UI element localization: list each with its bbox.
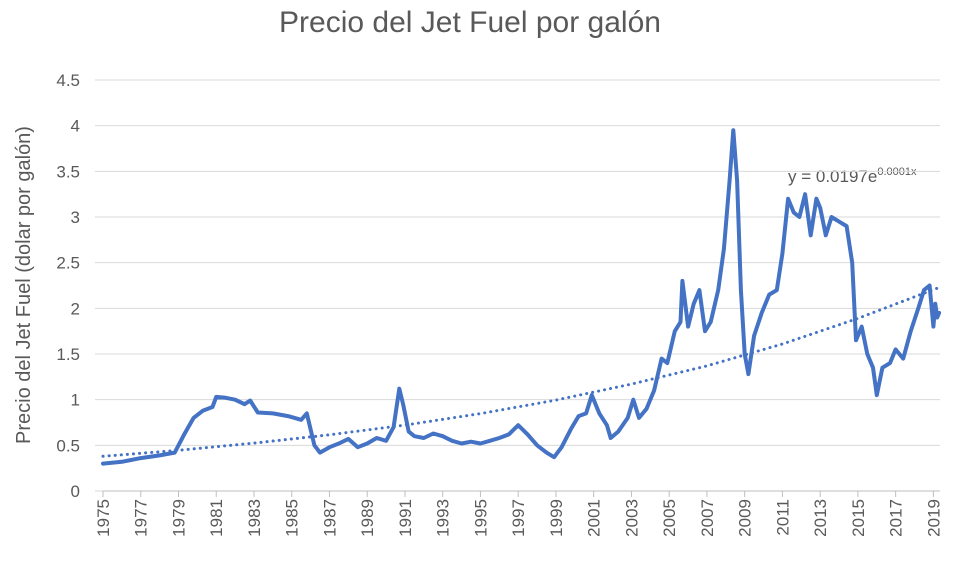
y-tick-label: 4 xyxy=(71,117,80,136)
x-tick-label: 2011 xyxy=(773,499,792,536)
x-tick-label: 1997 xyxy=(509,499,528,537)
trendline-equation: y = 0.0197e0.0001x xyxy=(788,166,917,186)
x-tick-label: 1995 xyxy=(471,499,490,537)
x-tick-label: 2019 xyxy=(924,499,943,537)
data-line xyxy=(101,128,942,466)
y-tick-label: 1.5 xyxy=(56,345,80,364)
x-tick-label: 2003 xyxy=(622,499,641,537)
x-tick-label: 1985 xyxy=(283,499,302,537)
x-tick-label: 1975 xyxy=(94,499,113,537)
y-tick-label: 1 xyxy=(71,391,80,410)
equation-text: y = 0.0197e xyxy=(788,167,877,186)
x-tick-label: 1983 xyxy=(245,499,264,537)
x-tick-label: 1999 xyxy=(547,499,566,537)
y-tick-label: 4.5 xyxy=(56,71,80,90)
x-tick-label: 2009 xyxy=(736,499,755,537)
x-tick-label: 2017 xyxy=(887,499,906,537)
trendline xyxy=(101,286,939,458)
y-tick-label: 0.5 xyxy=(56,436,80,455)
x-tick-label: 2001 xyxy=(585,499,604,537)
x-tick-label: 1991 xyxy=(396,499,415,537)
x-tick-label: 1993 xyxy=(434,499,453,537)
x-tick-label: 1981 xyxy=(207,499,226,537)
x-tick-label: 1987 xyxy=(320,499,339,537)
y-tick-label: 3.5 xyxy=(56,162,80,181)
x-tick-label: 2005 xyxy=(660,499,679,537)
x-tick-label: 1977 xyxy=(132,499,151,537)
x-tick-label: 2015 xyxy=(849,499,868,537)
y-axis-label: Precio del Jet Fuel (dolar por galón) xyxy=(13,126,35,444)
chart-title: Precio del Jet Fuel por galón xyxy=(279,6,661,39)
x-tick-label: 1979 xyxy=(169,499,188,537)
x-tick-label: 2013 xyxy=(811,499,830,537)
y-tick-label: 2 xyxy=(71,299,80,318)
y-tick-label: 2.5 xyxy=(56,254,80,273)
x-tick-label: 1989 xyxy=(358,499,377,537)
y-tick-label: 3 xyxy=(71,208,80,227)
equation-exponent: 0.0001x xyxy=(877,166,917,178)
x-tick-label: 2007 xyxy=(698,499,717,537)
y-tick-label: 0 xyxy=(71,482,80,501)
